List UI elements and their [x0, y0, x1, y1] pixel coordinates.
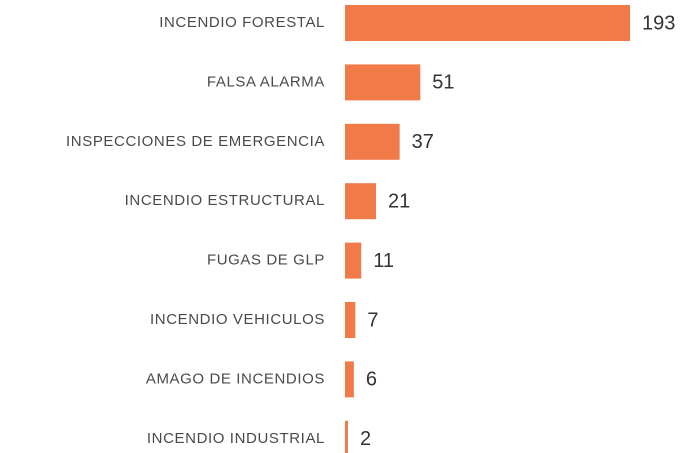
category-label: INCENDIO FORESTAL [159, 14, 325, 31]
bar [345, 183, 377, 220]
value-label: 7 [367, 309, 378, 331]
bar [345, 361, 354, 398]
category-label: FUGAS DE GLP [207, 252, 325, 269]
category-label: AMAGO DE INCENDIOS [146, 370, 325, 387]
value-label: 2 [360, 428, 371, 450]
value-label: 11 [373, 250, 394, 272]
value-label: 6 [366, 369, 377, 391]
value-label: 51 [432, 72, 454, 94]
category-label: INCENDIO VEHICULOS [150, 311, 325, 328]
bar [345, 123, 400, 160]
category-label: FALSA ALARMA [207, 73, 325, 90]
bar [345, 302, 356, 338]
bar [345, 420, 348, 453]
bar [345, 64, 421, 101]
bar [345, 5, 630, 41]
category-label: INSPECCIONES DE EMERGENCIA [66, 133, 325, 150]
category-label: INCENDIO INDUSTRIAL [147, 430, 325, 447]
bar [345, 242, 362, 279]
category-label: INCENDIO ESTRUCTURAL [125, 192, 325, 209]
value-label: 21 [388, 190, 410, 212]
value-label: 37 [412, 131, 434, 153]
value-label: 193 [642, 12, 675, 34]
